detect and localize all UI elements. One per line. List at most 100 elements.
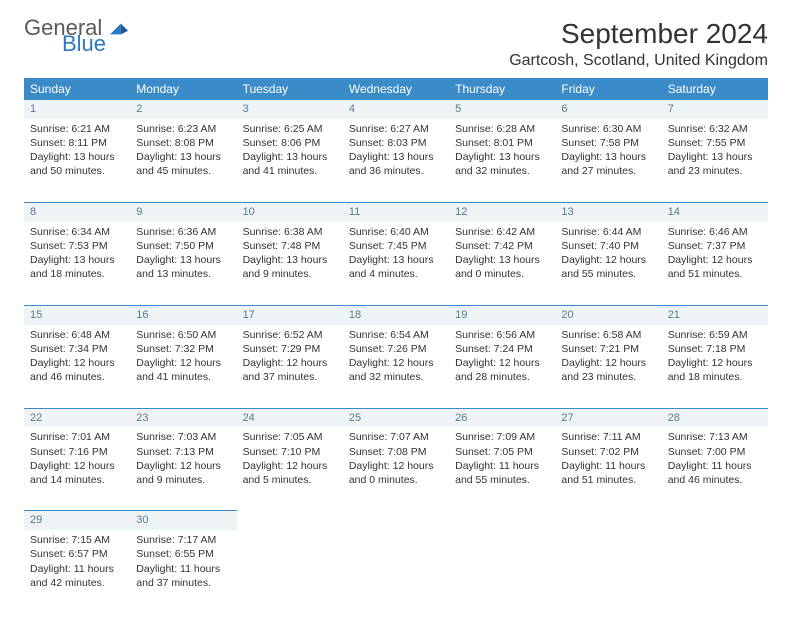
day-number-cell xyxy=(555,511,661,530)
day-data-cell: Sunrise: 6:34 AMSunset: 7:53 PMDaylight:… xyxy=(24,222,130,306)
calendar-page: General Blue September 2024 Gartcosh, Sc… xyxy=(0,0,792,631)
sunrise-text: Sunrise: 7:13 AM xyxy=(668,430,762,444)
sunrise-text: Sunrise: 6:40 AM xyxy=(349,225,443,239)
day-number-cell xyxy=(662,511,768,530)
sunset-text: Sunset: 7:02 PM xyxy=(561,445,655,459)
day-number-cell: 7 xyxy=(662,100,768,119)
day-data-cell: Sunrise: 6:52 AMSunset: 7:29 PMDaylight:… xyxy=(237,325,343,409)
day-data-cell: Sunrise: 7:15 AMSunset: 6:57 PMDaylight:… xyxy=(24,530,130,613)
daylight-text: Daylight: 12 hours xyxy=(668,253,762,267)
sunset-text: Sunset: 8:01 PM xyxy=(455,136,549,150)
day-number-row: 891011121314 xyxy=(24,202,768,221)
daylight-text: and 4 minutes. xyxy=(349,267,443,281)
day-number-cell: 16 xyxy=(130,305,236,324)
daylight-text: Daylight: 13 hours xyxy=(349,253,443,267)
day-number-cell: 3 xyxy=(237,100,343,119)
logo-triangle-icon xyxy=(108,20,130,38)
sunset-text: Sunset: 8:11 PM xyxy=(30,136,124,150)
daylight-text: and 46 minutes. xyxy=(30,370,124,384)
sunrise-text: Sunrise: 7:17 AM xyxy=(136,533,230,547)
daylight-text: and 28 minutes. xyxy=(455,370,549,384)
day-number-cell: 9 xyxy=(130,202,236,221)
day-data-cell: Sunrise: 6:46 AMSunset: 7:37 PMDaylight:… xyxy=(662,222,768,306)
day-data-row: Sunrise: 7:01 AMSunset: 7:16 PMDaylight:… xyxy=(24,427,768,511)
sunrise-text: Sunrise: 6:48 AM xyxy=(30,328,124,342)
day-data-cell: Sunrise: 6:25 AMSunset: 8:06 PMDaylight:… xyxy=(237,119,343,203)
daylight-text: and 32 minutes. xyxy=(455,164,549,178)
sunrise-text: Sunrise: 6:23 AM xyxy=(136,122,230,136)
daylight-text: Daylight: 13 hours xyxy=(455,253,549,267)
weekday-header-row: Sunday Monday Tuesday Wednesday Thursday… xyxy=(24,78,768,100)
daylight-text: and 37 minutes. xyxy=(136,576,230,590)
sunrise-text: Sunrise: 6:52 AM xyxy=(243,328,337,342)
sunrise-text: Sunrise: 6:25 AM xyxy=(243,122,337,136)
day-data-cell: Sunrise: 6:28 AMSunset: 8:01 PMDaylight:… xyxy=(449,119,555,203)
daylight-text: Daylight: 12 hours xyxy=(561,253,655,267)
sunrise-text: Sunrise: 6:46 AM xyxy=(668,225,762,239)
sunrise-text: Sunrise: 6:38 AM xyxy=(243,225,337,239)
day-number-row: 15161718192021 xyxy=(24,305,768,324)
day-data-cell: Sunrise: 6:59 AMSunset: 7:18 PMDaylight:… xyxy=(662,325,768,409)
daylight-text: Daylight: 11 hours xyxy=(668,459,762,473)
day-data-cell: Sunrise: 6:27 AMSunset: 8:03 PMDaylight:… xyxy=(343,119,449,203)
day-number-cell: 28 xyxy=(662,408,768,427)
day-number-cell: 23 xyxy=(130,408,236,427)
daylight-text: Daylight: 11 hours xyxy=(455,459,549,473)
day-data-cell: Sunrise: 6:30 AMSunset: 7:58 PMDaylight:… xyxy=(555,119,661,203)
sunset-text: Sunset: 7:13 PM xyxy=(136,445,230,459)
sunset-text: Sunset: 8:08 PM xyxy=(136,136,230,150)
day-number-cell: 29 xyxy=(24,511,130,530)
day-data-cell: Sunrise: 6:56 AMSunset: 7:24 PMDaylight:… xyxy=(449,325,555,409)
day-data-cell xyxy=(555,530,661,613)
sunset-text: Sunset: 7:37 PM xyxy=(668,239,762,253)
daylight-text: and 42 minutes. xyxy=(30,576,124,590)
sunset-text: Sunset: 7:00 PM xyxy=(668,445,762,459)
day-number-row: 22232425262728 xyxy=(24,408,768,427)
daylight-text: and 41 minutes. xyxy=(136,370,230,384)
day-number-cell: 27 xyxy=(555,408,661,427)
daylight-text: Daylight: 13 hours xyxy=(561,150,655,164)
day-number-row: 1234567 xyxy=(24,100,768,119)
sunset-text: Sunset: 7:45 PM xyxy=(349,239,443,253)
day-number-cell: 2 xyxy=(130,100,236,119)
sunset-text: Sunset: 7:32 PM xyxy=(136,342,230,356)
sunset-text: Sunset: 6:57 PM xyxy=(30,547,124,561)
day-number-cell: 22 xyxy=(24,408,130,427)
daylight-text: Daylight: 11 hours xyxy=(30,562,124,576)
calendar-table: Sunday Monday Tuesday Wednesday Thursday… xyxy=(24,78,768,613)
day-data-cell: Sunrise: 7:09 AMSunset: 7:05 PMDaylight:… xyxy=(449,427,555,511)
daylight-text: Daylight: 13 hours xyxy=(668,150,762,164)
day-number-cell: 1 xyxy=(24,100,130,119)
daylight-text: and 51 minutes. xyxy=(561,473,655,487)
sunset-text: Sunset: 7:29 PM xyxy=(243,342,337,356)
daylight-text: and 18 minutes. xyxy=(30,267,124,281)
day-number-cell: 19 xyxy=(449,305,555,324)
day-number-cell: 12 xyxy=(449,202,555,221)
day-data-row: Sunrise: 6:48 AMSunset: 7:34 PMDaylight:… xyxy=(24,325,768,409)
sunset-text: Sunset: 7:50 PM xyxy=(136,239,230,253)
daylight-text: and 55 minutes. xyxy=(561,267,655,281)
weekday-header: Tuesday xyxy=(237,78,343,100)
day-data-cell: Sunrise: 7:17 AMSunset: 6:55 PMDaylight:… xyxy=(130,530,236,613)
sunset-text: Sunset: 8:06 PM xyxy=(243,136,337,150)
day-number-cell xyxy=(449,511,555,530)
weekday-header: Friday xyxy=(555,78,661,100)
day-number-cell: 6 xyxy=(555,100,661,119)
daylight-text: and 32 minutes. xyxy=(349,370,443,384)
daylight-text: and 18 minutes. xyxy=(668,370,762,384)
daylight-text: Daylight: 12 hours xyxy=(455,356,549,370)
day-data-cell: Sunrise: 7:01 AMSunset: 7:16 PMDaylight:… xyxy=(24,427,130,511)
daylight-text: and 27 minutes. xyxy=(561,164,655,178)
weekday-header: Monday xyxy=(130,78,236,100)
sunset-text: Sunset: 7:53 PM xyxy=(30,239,124,253)
day-data-row: Sunrise: 7:15 AMSunset: 6:57 PMDaylight:… xyxy=(24,530,768,613)
daylight-text: Daylight: 12 hours xyxy=(30,459,124,473)
day-number-cell: 10 xyxy=(237,202,343,221)
title-block: September 2024 Gartcosh, Scotland, Unite… xyxy=(509,18,768,70)
daylight-text: and 36 minutes. xyxy=(349,164,443,178)
daylight-text: and 51 minutes. xyxy=(668,267,762,281)
daylight-text: Daylight: 13 hours xyxy=(30,253,124,267)
sunrise-text: Sunrise: 6:30 AM xyxy=(561,122,655,136)
day-data-cell: Sunrise: 6:48 AMSunset: 7:34 PMDaylight:… xyxy=(24,325,130,409)
daylight-text: Daylight: 12 hours xyxy=(349,459,443,473)
